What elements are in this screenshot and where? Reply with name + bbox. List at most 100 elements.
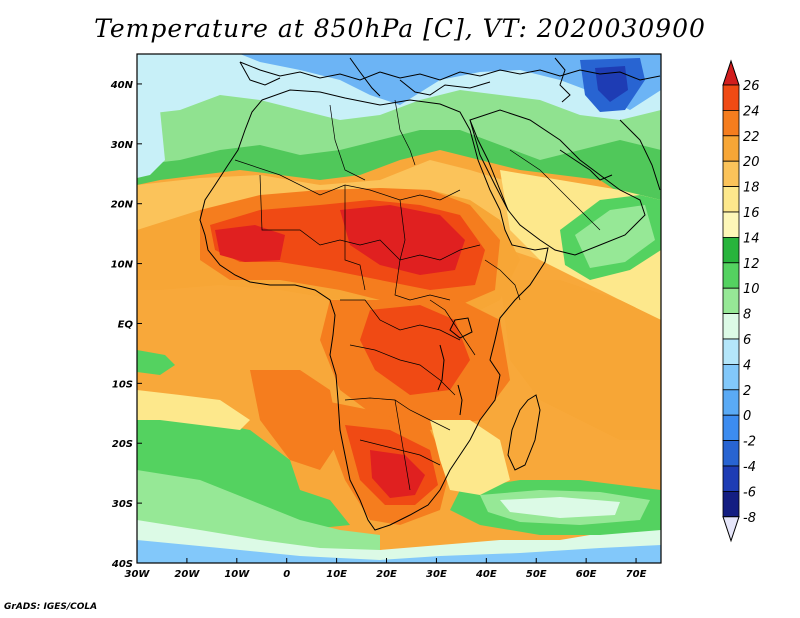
colorbar-segment <box>722 236 740 264</box>
colorbar-segment <box>722 110 740 137</box>
colorbar-label: 0 <box>743 409 751 424</box>
colorbar-bottom-arrow <box>722 516 740 543</box>
colorbar-segment <box>722 389 740 416</box>
colorbar-label: 22 <box>743 130 760 145</box>
colorbar-label: 2 <box>743 384 751 399</box>
colorbar-top-arrow <box>722 59 740 86</box>
lake-tanganyika <box>437 344 445 391</box>
temperature-map-figure: 30W 20W 10W 0 10E 20E 30E 40E 50E 60E 70E 40N30N20… <box>110 53 760 580</box>
colorbar-segment <box>722 313 740 340</box>
colorbar-segment <box>722 414 740 442</box>
border-line <box>344 185 366 291</box>
latitude-axis: 40N 30N 20N 10N EQ 10S 20S 30S 40S <box>110 80 142 570</box>
west-green-patch <box>137 100 165 178</box>
country-borders <box>234 99 601 491</box>
madagascar-outline <box>507 394 541 471</box>
lat-tick-label: 20S <box>112 439 133 450</box>
colorbar-label: 4 <box>743 358 751 373</box>
lon-tick-label: 0 <box>283 569 290 580</box>
red-sea-outline <box>469 119 509 211</box>
border-line <box>484 259 521 301</box>
colorbar-label: 14 <box>743 231 760 246</box>
map-title: Temperature at 850hPa [C], VT: 202003090… <box>94 14 706 43</box>
lake-victoria <box>449 317 473 339</box>
colorbar-label: -6 <box>743 485 756 500</box>
colorbar-label: 8 <box>743 308 751 323</box>
lon-tick-label: 70E <box>626 569 647 580</box>
colorbar-segment <box>722 490 740 518</box>
coastlines-and-borders <box>199 57 661 531</box>
west-atlantic-green-strip <box>137 350 175 375</box>
colorbar-label: 24 <box>743 104 760 119</box>
plot-frame <box>136 53 662 564</box>
lat-tick-label: 10N <box>111 260 134 271</box>
map-plot-area <box>137 54 661 563</box>
north-blue-band <box>240 54 661 110</box>
indian-ocean-orange <box>500 280 661 440</box>
lon-tick-label: 60E <box>576 569 597 580</box>
colorbar-label: 20 <box>743 155 760 170</box>
europe-coast <box>239 61 661 81</box>
india-outline <box>619 119 661 191</box>
caspian-outline <box>554 57 571 103</box>
colorbar-label: 10 <box>743 282 760 297</box>
colorbar-label: 18 <box>743 181 760 196</box>
colorbar-segment <box>722 287 740 315</box>
border-line <box>394 199 451 301</box>
south-ocean-cyan <box>137 520 661 563</box>
kalahari-hot-core <box>370 450 425 498</box>
lake-malawi <box>457 384 463 416</box>
lat-tick-label: 40S <box>111 559 133 570</box>
colorbar-segment <box>722 465 740 492</box>
border-line <box>394 99 416 166</box>
iberia-outline <box>239 61 281 86</box>
border-line <box>340 299 461 341</box>
colorbar-segment <box>722 262 740 289</box>
lon-tick-label: 30E <box>426 569 447 580</box>
lat-tick-label: EQ <box>118 319 134 330</box>
border-line <box>259 174 481 261</box>
sahel-hot-core <box>340 205 465 275</box>
arabian-sea-light-green <box>575 205 655 268</box>
lat-tick-label: 40N <box>110 80 134 91</box>
colorbar-label: 26 <box>743 79 760 94</box>
colorbar-label: 12 <box>743 257 760 272</box>
colorbar-label: -8 <box>743 511 756 526</box>
africa-coastline <box>199 89 549 531</box>
persian-gulf-outline <box>559 149 613 181</box>
lon-tick-label: 10W <box>224 569 250 580</box>
lat-tick-label: 20N <box>111 200 134 211</box>
colorbar-label: 6 <box>743 333 751 348</box>
colorbar-label: -4 <box>743 460 756 475</box>
colorbar-segment <box>722 135 740 162</box>
longitude-axis: 30W 20W 10W 0 10E 20E 30E 40E 50E 60E 70E <box>125 558 647 580</box>
lat-tick-label: 10S <box>112 379 133 390</box>
colorbar-segment <box>722 338 740 365</box>
south-ocean-blue <box>137 540 661 563</box>
lon-tick-label: 20W <box>174 569 200 580</box>
lat-tick-label: 30N <box>111 140 134 151</box>
greece-turkey-outline <box>399 79 491 96</box>
north-deep-blue-patch <box>595 66 628 102</box>
lon-tick-label: 20E <box>376 569 397 580</box>
border-line <box>359 439 441 466</box>
italy-outline <box>349 57 381 97</box>
colorbar-segment <box>722 160 740 187</box>
border-line <box>394 399 411 491</box>
border-line <box>329 104 366 181</box>
west-atlantic-yellow <box>137 390 250 430</box>
lon-tick-label: 10E <box>326 569 347 580</box>
south-indian-cyan <box>500 497 620 518</box>
colorbar-label: 16 <box>743 206 760 221</box>
lon-tick-label: 30W <box>125 569 151 580</box>
border-line <box>344 397 451 431</box>
west-africa-hot-core <box>215 225 285 262</box>
colorbar-segment <box>722 84 740 111</box>
lat-tick-label: 30S <box>112 499 133 510</box>
border-line <box>429 299 476 356</box>
lon-tick-label: 40E <box>475 569 497 580</box>
footer-credit: GrADS: IGES/COLA <box>4 602 98 612</box>
colorbar-label: -2 <box>743 435 756 450</box>
colorbar-segment <box>722 211 740 238</box>
